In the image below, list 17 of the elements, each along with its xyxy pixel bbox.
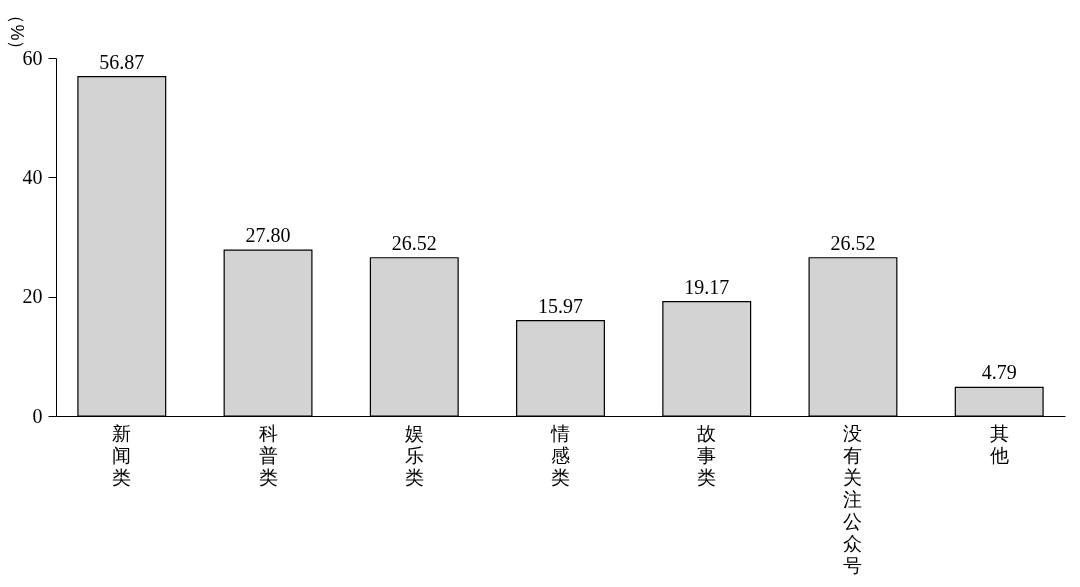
data-label: 56.87 (99, 50, 145, 73)
x-tick-label: 没有关注公众号 (843, 421, 863, 576)
x-tick-label: 娱乐类 (404, 421, 424, 488)
x-tick-label: 科普类 (258, 421, 278, 488)
data-label: 4.79 (981, 361, 1017, 384)
data-label: 19.17 (684, 275, 730, 298)
x-tick-label: 其他 (989, 421, 1009, 466)
x-tick-label: 故事类 (697, 421, 717, 488)
y-tick-label: 0 (32, 404, 43, 427)
data-label: 27.80 (245, 224, 291, 247)
data-label: 15.97 (538, 294, 583, 317)
data-label: 26.52 (830, 231, 876, 254)
data-label: 26.52 (391, 231, 437, 254)
x-tick-label: 情感类 (550, 421, 570, 488)
y-tick-label: 20 (22, 285, 43, 308)
y-tick-label: 40 (22, 165, 43, 188)
x-tick-label: 新闻类 (112, 421, 132, 488)
